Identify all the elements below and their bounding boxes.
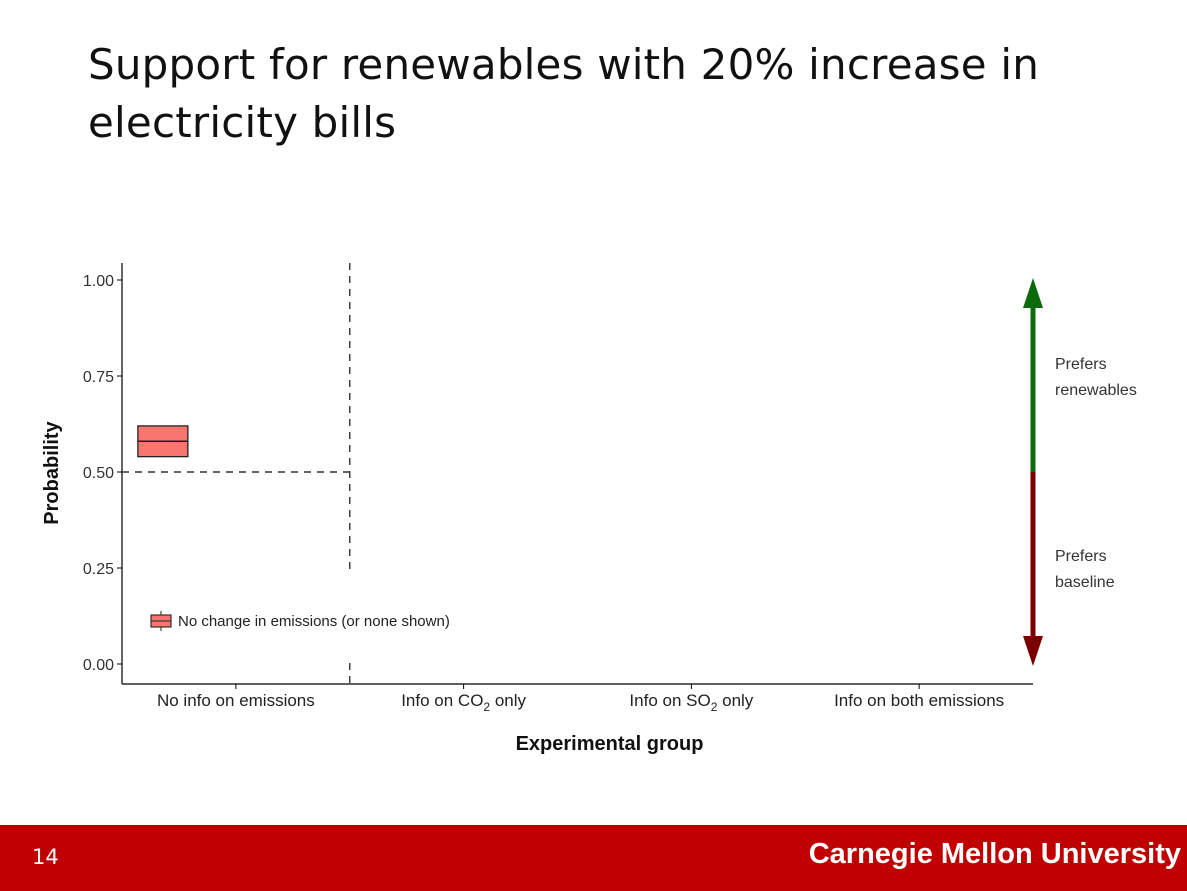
y-tick-label: 1.00 <box>83 273 114 290</box>
x-tick-label: Info on CO2 only <box>401 691 526 714</box>
x-tick-label: Info on both emissions <box>834 691 1004 710</box>
slide-title: Support for renewables with 20% increase… <box>88 40 1040 147</box>
x-tick-label: No info on emissions <box>157 691 315 710</box>
x-axis-title: Experimental group <box>516 733 704 755</box>
arrow-down-label: baseline <box>1055 574 1115 591</box>
arrow-down-label: Prefers <box>1055 548 1107 565</box>
arrow-down-head <box>1023 636 1043 666</box>
legend-label: No change in emissions (or none shown) <box>178 613 450 630</box>
x-tick-label: Info on SO2 only <box>629 691 753 714</box>
university-name: Carnegie Mellon University <box>808 838 1181 870</box>
arrow-up-head <box>1023 278 1043 308</box>
page-number: 14 <box>32 845 59 869</box>
y-axis-title: Probability <box>41 420 63 524</box>
y-tick-label: 0.00 <box>83 657 114 674</box>
y-tick-label: 0.75 <box>83 369 114 386</box>
arrow-up-label: renewables <box>1055 382 1137 399</box>
box-plot-chart: 0.00 0.25 0.50 0.75 1.00 No info on emissions… <box>41 263 1137 755</box>
footer-bar: 14 Carnegie Mellon University <box>0 825 1187 891</box>
y-tick-label: 0.25 <box>83 561 114 578</box>
arrow-up-label: Prefers <box>1055 356 1107 373</box>
y-tick-label: 0.50 <box>83 465 114 482</box>
